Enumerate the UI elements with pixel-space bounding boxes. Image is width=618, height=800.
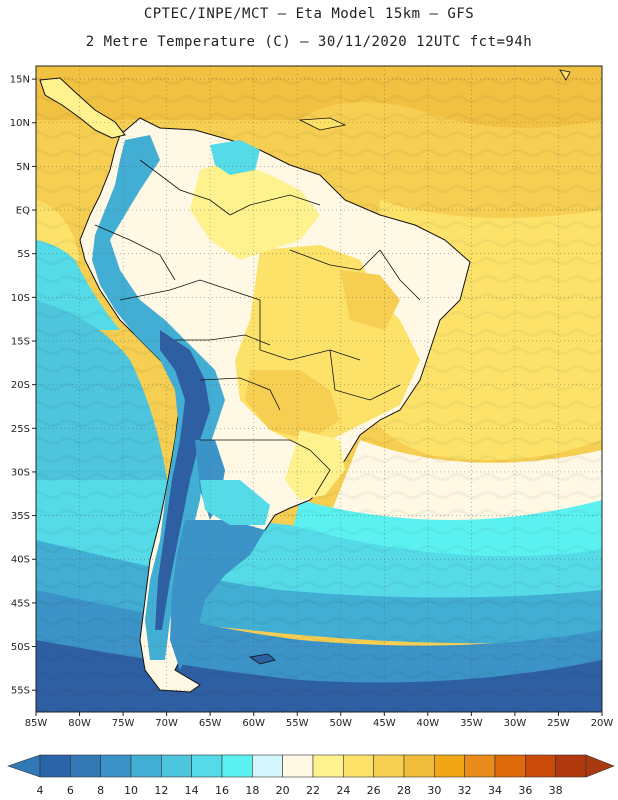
colorbar-swatch — [464, 754, 496, 778]
lon-tick-label: 55W — [286, 718, 309, 729]
lon-tick-label: 85W — [25, 718, 48, 729]
caribbean-island — [559, 69, 571, 81]
lon-tick-label: 25W — [547, 718, 570, 729]
patagonia-cold — [170, 520, 265, 670]
lat-tick-label: 25S — [11, 424, 30, 435]
lon-tick-label: 40W — [417, 718, 440, 729]
lon-tick-label: 20W — [591, 718, 614, 729]
colorbar-swatch — [70, 754, 101, 778]
lon-tick-label: 75W — [112, 718, 135, 729]
lat-tick-label: 5S — [17, 249, 30, 260]
lat-tick-label: 20S — [11, 380, 30, 391]
colorbar-label: 18 — [245, 784, 259, 797]
colorbar-swatch — [312, 754, 344, 778]
lon-tick-label: 30W — [504, 718, 527, 729]
map-frame — [35, 65, 603, 713]
northeast-warm — [340, 270, 400, 330]
pampa-cyan — [200, 480, 270, 525]
colorbar-swatch — [100, 754, 132, 778]
lon-tick-label: 50W — [329, 718, 352, 729]
lat-tick-label: 45S — [11, 598, 30, 609]
longitude-axis: 85W 80W 75W 70W 65W 60W 55W 50W 45W 40W 35W 30W 25W 2… — [25, 712, 614, 729]
lat-tick-label: 10N — [10, 118, 30, 129]
colorbar-label: 6 — [67, 784, 74, 797]
colorbar-label: 30 — [427, 784, 441, 797]
lat-tick-label: 30S — [11, 467, 30, 478]
colorbar-swatch — [282, 754, 314, 778]
guiana-cool — [210, 140, 260, 175]
lat-tick-label: 10S — [11, 293, 30, 304]
colorbar-label: 16 — [215, 784, 229, 797]
colorbar-swatch — [221, 754, 253, 778]
lat-tick-label: 15S — [11, 336, 30, 347]
colorbar: 4 6 8 10 12 14 16 18 20 22 24 26 28 30 32 34 36 38 — [7, 754, 615, 797]
lon-tick-label: 65W — [199, 718, 222, 729]
colorbar-label: 26 — [367, 784, 381, 797]
caribbean-island — [298, 117, 347, 131]
lat-tick-label: 40S — [11, 555, 30, 566]
lat-tick-label: 35S — [11, 511, 30, 522]
colorbar-swatch — [494, 754, 526, 778]
colorbar-swatch — [373, 754, 405, 778]
colorbar-swatch — [252, 754, 283, 778]
latitude-axis: 15N 10N 5N EQ 5S 10S 15S 20S 25S 30S 35S 40S 45S 50S 5… — [10, 75, 36, 697]
colorbar-label: 24 — [336, 784, 350, 797]
amazon-warm — [190, 160, 320, 260]
lat-tick-label: 5N — [16, 162, 30, 173]
colorbar-swatch — [555, 754, 587, 778]
central-america-land — [39, 77, 126, 139]
colorbar-swatch — [130, 754, 162, 778]
colorbar-swatch — [403, 754, 435, 778]
colorbar-swatch — [343, 754, 374, 778]
colorbar-label: 14 — [185, 784, 199, 797]
colorbar-label: 38 — [549, 784, 563, 797]
colorbar-label: 22 — [306, 784, 320, 797]
lat-tick-label: 55S — [11, 686, 30, 697]
map-field — [36, 66, 602, 712]
lon-tick-label: 45W — [373, 718, 396, 729]
country-borders — [94, 159, 421, 496]
colorbar-swatch — [161, 754, 192, 778]
colorbar-label: 4 — [37, 784, 44, 797]
colorbar-swatch — [525, 754, 556, 778]
lon-tick-label: 70W — [155, 718, 178, 729]
south-brazil — [285, 430, 345, 500]
interior-hot — [245, 370, 340, 440]
colorbar-above-arrow — [585, 754, 615, 778]
colorbar-swatch — [39, 754, 71, 778]
colorbar-below-arrow — [7, 754, 41, 778]
lon-tick-label: 80W — [68, 718, 91, 729]
colorbar-swatch — [191, 754, 223, 778]
colorbar-label: 36 — [518, 784, 532, 797]
colorbar-label: 34 — [488, 784, 502, 797]
chart-title-line1: CPTEC/INPE/MCT – Eta Model 15km – GFS — [143, 6, 475, 22]
chart-title-line2: 2 Metre Temperature (C) – 30/11/2020 12U… — [85, 34, 533, 50]
colorbar-label: 28 — [397, 784, 411, 797]
colorbar-label: 10 — [124, 784, 138, 797]
colorbar-label: 8 — [97, 784, 104, 797]
colorbar-label: 12 — [154, 784, 168, 797]
lat-tick-label: 15N — [10, 75, 30, 86]
colorbar-label: 32 — [458, 784, 472, 797]
falkland-islands — [248, 653, 276, 665]
lat-tick-label: EQ — [16, 206, 30, 217]
colorbar-label: 20 — [276, 784, 290, 797]
colorbar-swatch — [434, 754, 465, 778]
lon-tick-label: 35W — [460, 718, 483, 729]
lon-tick-label: 60W — [242, 718, 265, 729]
lat-tick-label: 50S — [11, 642, 30, 653]
andes-cold-deep — [155, 330, 210, 630]
